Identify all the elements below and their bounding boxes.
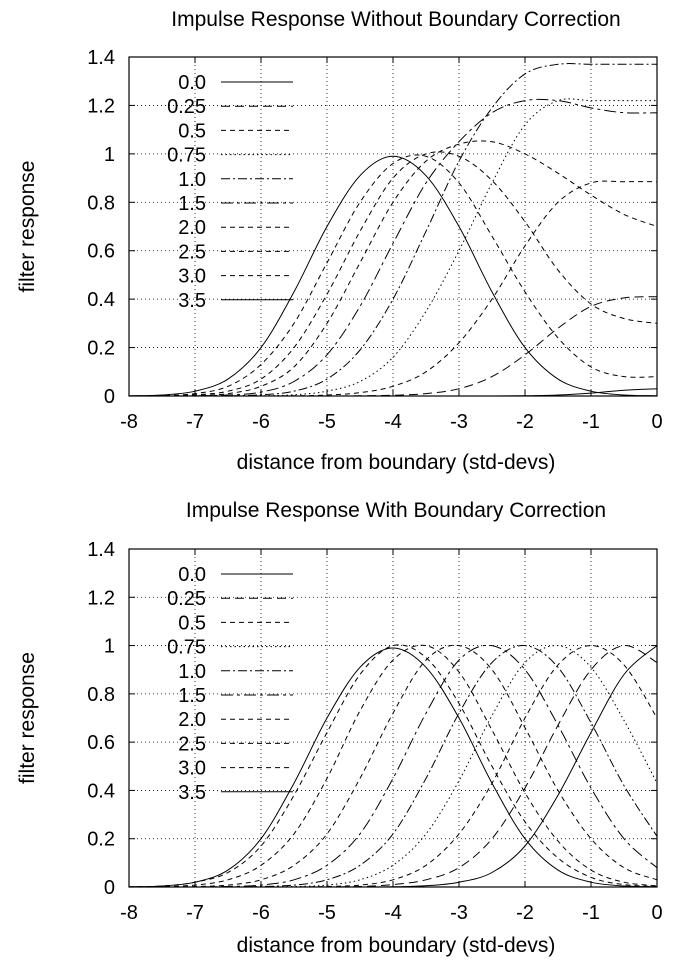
- legend-label: 3.0: [178, 266, 206, 288]
- x-tick-label: -4: [384, 902, 402, 924]
- y-tick-label: 0: [104, 386, 115, 408]
- legend-label: 0.5: [178, 120, 206, 142]
- legend: 0.00.250.5 0.751.01.52.02.5 3.03.5: [167, 72, 293, 312]
- chart-title: Impulse Response With Boundary Correctio…: [186, 499, 606, 522]
- grid: [129, 549, 657, 887]
- series-line-2.5: [129, 151, 657, 396]
- legend-label: 0.0: [178, 564, 206, 586]
- grid: [129, 57, 657, 396]
- y-tick-label: 0.4: [87, 780, 115, 802]
- series-line-3.0: [129, 644, 657, 887]
- series-line-3.5: [129, 647, 657, 887]
- series-line-0.5: [129, 180, 657, 396]
- y-axis-label: filter response: [16, 652, 39, 784]
- legend-label: 1.5: [178, 193, 206, 215]
- legend-label: 2.0: [178, 709, 206, 731]
- series-line-0.75: [129, 98, 657, 396]
- x-tick-label: 0: [651, 902, 662, 924]
- x-tick-label: -6: [252, 411, 270, 433]
- x-tick-label: -5: [318, 902, 336, 924]
- y-tick-label: 1: [104, 144, 115, 166]
- x-tick-label: -2: [516, 902, 534, 924]
- legend-label: 0.5: [178, 612, 206, 634]
- legend: 0.00.250.5 0.751.01.52.02.5 3.03.5: [167, 564, 293, 804]
- y-tick-label: 1.4: [87, 539, 115, 561]
- x-tick-label: -3: [450, 902, 468, 924]
- series-line-2.0: [129, 140, 657, 396]
- series-line-0.0: [129, 645, 657, 887]
- x-tick-label: -5: [318, 411, 336, 433]
- legend-label: 0.75: [167, 145, 206, 167]
- series-line-1.5: [129, 644, 657, 887]
- series-line-2.0: [129, 644, 657, 887]
- series-line-1.5: [129, 98, 657, 396]
- series-line-0.0: [129, 388, 657, 396]
- chart-title: Impulse Response Without Boundary Correc…: [171, 8, 620, 31]
- x-tick-label: -1: [582, 411, 600, 433]
- y-tick-label: 1.2: [87, 587, 115, 609]
- x-tick-label: -2: [516, 411, 534, 433]
- legend-label: 1.0: [178, 169, 206, 191]
- legend-label: 3.5: [178, 782, 206, 804]
- series-group: [129, 644, 657, 887]
- x-tick-label: -1: [582, 902, 600, 924]
- legend-label: 1.0: [178, 661, 206, 683]
- y-axis-label: filter response: [16, 161, 39, 293]
- legend-label: 0.25: [167, 96, 206, 118]
- legend-label: 3.0: [178, 758, 206, 780]
- x-axis-label: distance from boundary (std-devs): [237, 451, 556, 474]
- series-line-0.5: [129, 645, 657, 887]
- y-tick-label: 1.2: [87, 95, 115, 117]
- y-tick-label: 0.4: [87, 289, 115, 311]
- chart-panel-1: Impulse Response Without Boundary Correc…: [16, 8, 663, 474]
- series-line-0.75: [129, 645, 657, 887]
- x-tick-label: -7: [186, 411, 204, 433]
- y-tick-label: 1.4: [87, 47, 115, 69]
- x-tick-label: -7: [186, 902, 204, 924]
- chart-panel-2: Impulse Response With Boundary Correctio…: [16, 499, 663, 957]
- x-tick-label: 0: [651, 411, 662, 433]
- y-tick-label: 0.6: [87, 732, 115, 754]
- y-tick-label: 0.2: [87, 338, 115, 360]
- series-line-1.0: [129, 645, 657, 887]
- legend-label: 2.5: [178, 241, 206, 263]
- legend-label: 1.5: [178, 685, 206, 707]
- series-group: [129, 63, 657, 396]
- x-tick-label: -6: [252, 902, 270, 924]
- x-tick-label: -8: [120, 411, 138, 433]
- series-line-3.0: [129, 154, 657, 396]
- series-line-1.0: [129, 63, 657, 396]
- legend-label: 0.75: [167, 637, 206, 659]
- legend-label: 0.25: [167, 588, 206, 610]
- y-tick-label: 0.2: [87, 829, 115, 851]
- x-axis-label: distance from boundary (std-devs): [237, 934, 556, 957]
- y-tick-label: 0.8: [87, 684, 115, 706]
- y-tick-label: 0.8: [87, 192, 115, 214]
- legend-label: 3.5: [178, 290, 206, 312]
- legend-label: 2.5: [178, 733, 206, 755]
- y-tick-label: 0.6: [87, 241, 115, 263]
- series-line-3.5: [129, 155, 657, 396]
- x-tick-label: -3: [450, 411, 468, 433]
- x-tick-label: -4: [384, 411, 402, 433]
- x-tick-label: -8: [120, 902, 138, 924]
- legend-label: 2.0: [178, 217, 206, 239]
- legend-label: 0.0: [178, 72, 206, 94]
- series-line-2.5: [129, 644, 657, 887]
- y-tick-label: 0: [104, 877, 115, 899]
- y-tick-label: 1: [104, 636, 115, 658]
